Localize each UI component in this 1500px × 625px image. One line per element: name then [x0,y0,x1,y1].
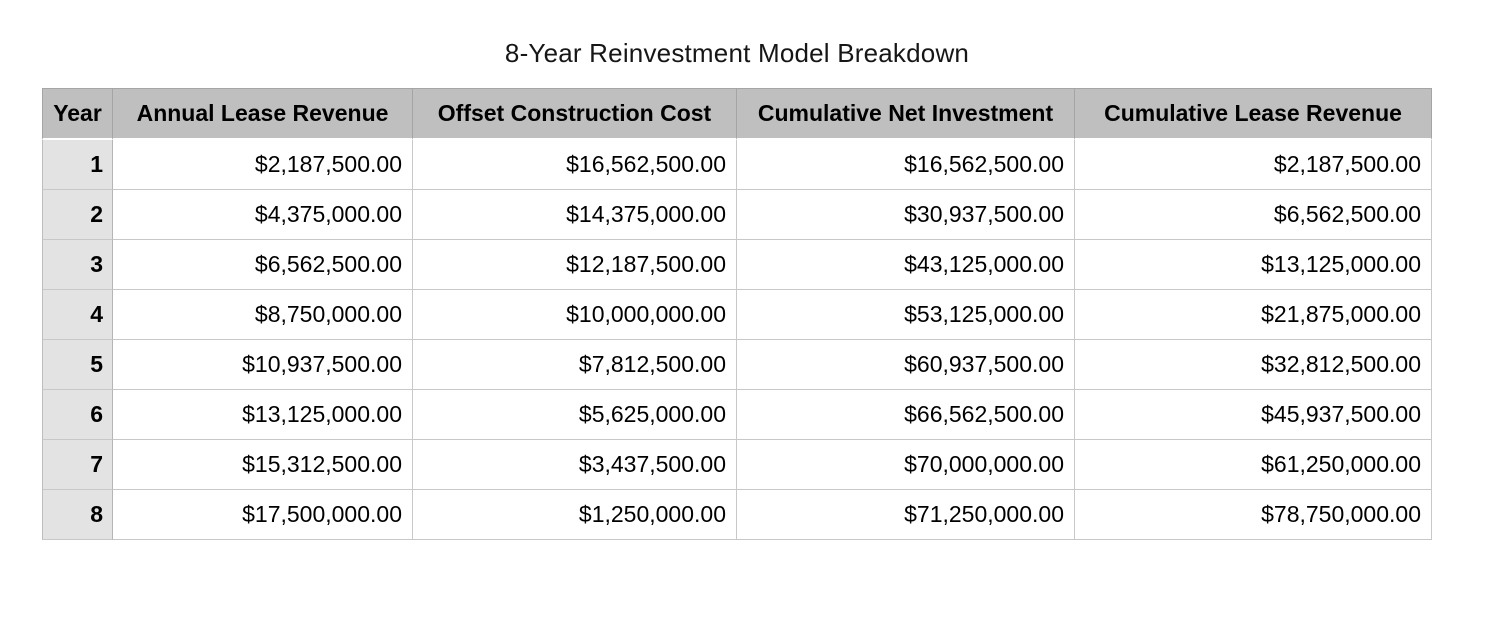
value-cell: $60,937,500.00 [737,340,1075,390]
column-header-annual-lease-revenue: Annual Lease Revenue [113,88,413,140]
value-cell: $13,125,000.00 [113,390,413,440]
value-cell: $70,000,000.00 [737,440,1075,490]
value-cell: $5,625,000.00 [413,390,737,440]
header-row: Year Annual Lease Revenue Offset Constru… [42,88,1432,140]
year-cell: 5 [42,340,113,390]
value-cell: $53,125,000.00 [737,290,1075,340]
value-cell: $21,875,000.00 [1075,290,1432,340]
year-cell: 3 [42,240,113,290]
value-cell: $13,125,000.00 [1075,240,1432,290]
value-cell: $17,500,000.00 [113,490,413,540]
value-cell: $16,562,500.00 [737,140,1075,190]
year-cell: 2 [42,190,113,240]
year-cell: 6 [42,390,113,440]
page-title: 8-Year Reinvestment Model Breakdown [504,38,970,68]
column-header-cumulative-net-investment: Cumulative Net Investment [737,88,1075,140]
value-cell: $71,250,000.00 [737,490,1075,540]
value-cell: $78,750,000.00 [1075,490,1432,540]
table-body: 1 $2,187,500.00 $16,562,500.00 $16,562,500.… [42,140,1432,540]
column-header-year: Year [42,88,113,140]
table-row: 2 $4,375,000.00 $14,375,000.00 $30,937,500.… [42,190,1432,240]
value-cell: $2,187,500.00 [1075,140,1432,190]
value-cell: $10,000,000.00 [413,290,737,340]
value-cell: $4,375,000.00 [113,190,413,240]
table-row: 8 $17,500,000.00 $1,250,000.00 $71,250,000.… [42,490,1432,540]
table-row: 6 $13,125,000.00 $5,625,000.00 $66,562,500.… [42,390,1432,440]
table-row: 5 $10,937,500.00 $7,812,500.00 $60,937,500.… [42,340,1432,390]
value-cell: $43,125,000.00 [737,240,1075,290]
value-cell: $16,562,500.00 [413,140,737,190]
column-header-offset-construction-cost: Offset Construction Cost [413,88,737,140]
column-header-cumulative-lease-revenue: Cumulative Lease Revenue [1075,88,1432,140]
value-cell: $66,562,500.00 [737,390,1075,440]
value-cell: $30,937,500.00 [737,190,1075,240]
value-cell: $1,250,000.00 [413,490,737,540]
year-cell: 4 [42,290,113,340]
year-cell: 7 [42,440,113,490]
value-cell: $7,812,500.00 [413,340,737,390]
table-row: 4 $8,750,000.00 $10,000,000.00 $53,125,000.… [42,290,1432,340]
value-cell: $2,187,500.00 [113,140,413,190]
value-cell: $6,562,500.00 [1075,190,1432,240]
value-cell: $8,750,000.00 [113,290,413,340]
value-cell: $3,437,500.00 [413,440,737,490]
year-cell: 8 [42,490,113,540]
value-cell: $14,375,000.00 [413,190,737,240]
value-cell: $61,250,000.00 [1075,440,1432,490]
value-cell: $15,312,500.00 [113,440,413,490]
table-row: 3 $6,562,500.00 $12,187,500.00 $43,125,000.… [42,240,1432,290]
value-cell: $32,812,500.00 [1075,340,1432,390]
reinvestment-table: Year Annual Lease Revenue Offset Constru… [42,88,1432,540]
year-cell: 1 [42,140,113,190]
value-cell: $10,937,500.00 [113,340,413,390]
value-cell: $6,562,500.00 [113,240,413,290]
value-cell: $12,187,500.00 [413,240,737,290]
value-cell: $45,937,500.00 [1075,390,1432,440]
table-row: 1 $2,187,500.00 $16,562,500.00 $16,562,500.… [42,140,1432,190]
table-row: 7 $15,312,500.00 $3,437,500.00 $70,000,000.… [42,440,1432,490]
